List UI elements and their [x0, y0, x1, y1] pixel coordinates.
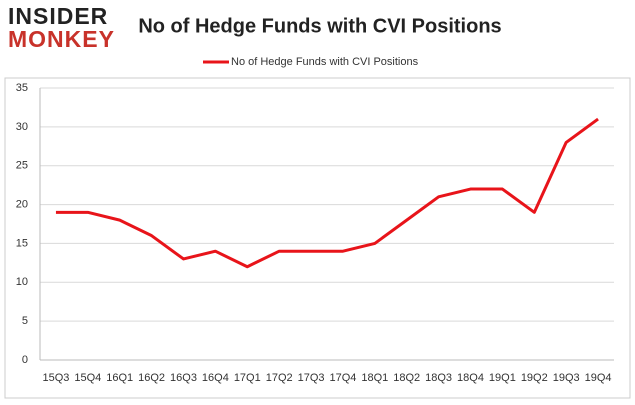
y-tick-label: 25 — [16, 160, 28, 172]
logo-line2: MONKEY — [8, 26, 115, 52]
logo-line1: INSIDER — [8, 3, 108, 29]
x-tick-label: 19Q4 — [585, 372, 612, 384]
x-tick-label: 15Q3 — [42, 372, 69, 384]
y-tick-label: 30 — [16, 121, 28, 133]
x-tick-label: 16Q2 — [138, 372, 165, 384]
y-tick-label: 10 — [16, 276, 28, 288]
x-tick-label: 18Q4 — [457, 372, 484, 384]
x-tick-label: 17Q2 — [266, 372, 293, 384]
x-tick-label: 17Q1 — [234, 372, 261, 384]
x-tick-label: 19Q1 — [489, 372, 516, 384]
x-tick-label: 17Q3 — [298, 372, 325, 384]
x-tick-label: 16Q4 — [202, 372, 229, 384]
y-tick-label: 0 — [22, 354, 28, 366]
x-tick-label: 19Q2 — [521, 372, 548, 384]
y-tick-label: 5 — [22, 315, 28, 327]
y-tick-label: 15 — [16, 237, 28, 249]
legend-label: No of Hedge Funds with CVI Positions — [231, 56, 419, 68]
data-line — [55, 117, 599, 269]
chart-frame — [4, 77, 631, 399]
x-tick-label: 17Q4 — [329, 372, 356, 384]
x-tick-label: 16Q3 — [170, 372, 197, 384]
chart-title: No of Hedge Funds with CVI Positions — [138, 15, 501, 37]
x-tick-label: 15Q4 — [74, 372, 101, 384]
x-tick-label: 19Q3 — [553, 372, 580, 384]
x-tick-label: 18Q3 — [425, 372, 452, 384]
y-tick-label: 35 — [16, 82, 28, 94]
x-tick-label: 16Q1 — [106, 372, 133, 384]
x-tick-label: 18Q1 — [361, 372, 388, 384]
x-tick-label: 18Q2 — [393, 372, 420, 384]
y-tick-label: 20 — [16, 198, 28, 210]
